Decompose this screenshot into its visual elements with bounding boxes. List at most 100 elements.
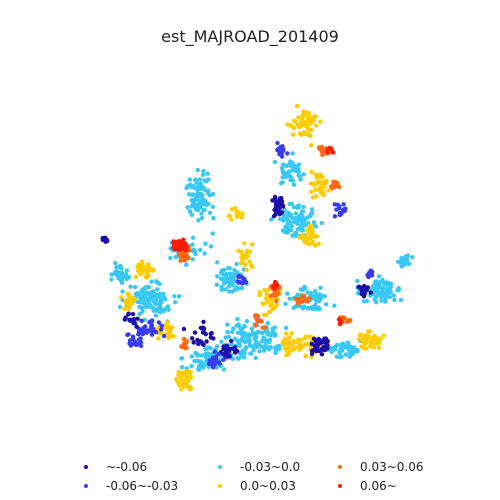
map-point bbox=[119, 280, 125, 286]
map-point bbox=[201, 168, 206, 174]
map-point bbox=[319, 340, 324, 346]
map-point bbox=[193, 350, 198, 356]
map-point bbox=[319, 220, 324, 226]
map-point bbox=[366, 329, 371, 334]
map-point bbox=[297, 345, 302, 350]
map-point bbox=[187, 182, 193, 188]
map-point bbox=[379, 285, 385, 291]
map-point bbox=[219, 284, 224, 290]
map-point bbox=[325, 339, 330, 344]
map-point bbox=[129, 301, 134, 307]
map-point bbox=[272, 332, 278, 337]
map-point bbox=[366, 274, 371, 280]
map-point bbox=[181, 252, 186, 257]
map-point bbox=[287, 220, 293, 225]
map-point bbox=[182, 242, 187, 248]
map-point bbox=[364, 346, 369, 351]
map-point bbox=[378, 336, 383, 341]
map-point bbox=[239, 285, 245, 291]
map-point bbox=[128, 284, 133, 289]
map-point bbox=[287, 335, 292, 340]
map-point bbox=[340, 341, 346, 346]
map-point bbox=[351, 345, 357, 350]
map-point bbox=[295, 122, 300, 128]
map-point bbox=[293, 119, 298, 125]
legend-label-high: 0.03~0.06 bbox=[360, 460, 424, 474]
map-point bbox=[193, 251, 198, 257]
map-point bbox=[291, 340, 296, 345]
map-point bbox=[365, 333, 371, 338]
map-point bbox=[344, 345, 350, 350]
map-point bbox=[299, 221, 304, 227]
map-point bbox=[283, 174, 288, 179]
map-point bbox=[182, 258, 188, 263]
map-point bbox=[175, 239, 180, 244]
map-point bbox=[339, 345, 344, 350]
map-point bbox=[272, 159, 278, 165]
map-point bbox=[197, 363, 202, 369]
map-point bbox=[189, 354, 194, 359]
map-point bbox=[140, 306, 145, 311]
map-point bbox=[149, 279, 154, 284]
map-point bbox=[313, 224, 319, 229]
map-point bbox=[161, 308, 166, 314]
map-point bbox=[172, 294, 177, 299]
map-point bbox=[244, 267, 249, 273]
map-point bbox=[358, 332, 364, 337]
map-point bbox=[118, 295, 124, 300]
map-point bbox=[364, 298, 370, 304]
map-point bbox=[190, 257, 195, 262]
map-point bbox=[260, 301, 265, 306]
map-point bbox=[253, 355, 258, 361]
map-point bbox=[337, 321, 343, 326]
map-point bbox=[123, 315, 128, 320]
map-point bbox=[208, 346, 213, 351]
map-point bbox=[410, 255, 415, 260]
map-point bbox=[277, 211, 283, 217]
map-point bbox=[291, 182, 297, 187]
map-point bbox=[282, 207, 287, 213]
map-point bbox=[194, 358, 199, 364]
map-point bbox=[296, 169, 301, 175]
map-point bbox=[319, 144, 324, 150]
map-point bbox=[343, 206, 348, 211]
map-point bbox=[399, 255, 404, 261]
map-point bbox=[298, 124, 304, 129]
legend-swatch-slightly-high bbox=[218, 484, 222, 488]
map-point bbox=[285, 291, 290, 296]
point-map bbox=[100, 103, 415, 392]
map-point bbox=[125, 298, 130, 303]
map-point bbox=[259, 318, 264, 324]
map-point bbox=[139, 318, 144, 324]
map-point bbox=[223, 287, 228, 292]
legend-swatch-slightly-low bbox=[218, 465, 222, 469]
map-point bbox=[187, 248, 192, 253]
map-point bbox=[262, 287, 267, 293]
map-point bbox=[225, 322, 230, 327]
map-point bbox=[370, 269, 375, 274]
map-point bbox=[306, 127, 311, 132]
map-point bbox=[193, 185, 198, 191]
map-point bbox=[266, 347, 272, 352]
map-point bbox=[239, 338, 244, 343]
map-point bbox=[332, 303, 337, 308]
map-point bbox=[222, 267, 227, 273]
map-point bbox=[302, 336, 307, 341]
map-point bbox=[206, 201, 211, 207]
map-point bbox=[239, 249, 244, 254]
map-point bbox=[280, 180, 285, 185]
map-point bbox=[205, 189, 210, 194]
map-point bbox=[136, 337, 141, 342]
map-point bbox=[295, 227, 300, 232]
map-point bbox=[337, 212, 342, 217]
map-point bbox=[313, 172, 318, 177]
map-point bbox=[259, 339, 264, 344]
map-point bbox=[187, 209, 193, 214]
map-point bbox=[171, 239, 176, 244]
map-point bbox=[242, 255, 247, 260]
map-point bbox=[308, 143, 314, 148]
map-point bbox=[317, 348, 322, 353]
legend: ~-0.06 -0.06~-0.03 -0.03~0.0 0.0~0.03 0.… bbox=[0, 456, 500, 500]
map-point bbox=[303, 354, 308, 359]
map-point bbox=[227, 266, 232, 271]
